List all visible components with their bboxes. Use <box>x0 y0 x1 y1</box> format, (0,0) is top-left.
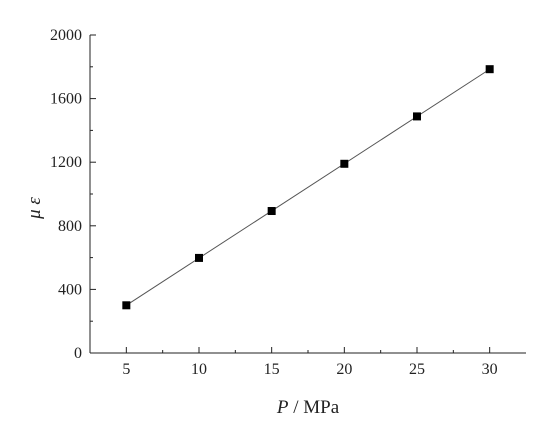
x-tick-label: 10 <box>191 361 207 378</box>
y-tick-label: 0 <box>74 345 82 362</box>
plot-area <box>122 65 494 310</box>
data-point <box>122 301 131 310</box>
y-axis-title: μ ε <box>24 197 45 220</box>
x-tick-label: 5 <box>122 361 130 378</box>
x-axis-variable: P <box>276 397 289 418</box>
x-tick-label: 15 <box>264 361 280 378</box>
y-tick-label: 1200 <box>50 154 82 171</box>
y-tick-label: 400 <box>58 281 82 298</box>
y-ticks: 0 400 800 1200 1600 2000 <box>50 27 96 362</box>
x-axis-unit: MPa <box>303 397 339 418</box>
x-tick-label: 25 <box>409 361 425 378</box>
data-point <box>485 65 494 74</box>
fit-line <box>126 68 490 306</box>
y-tick-label: 2000 <box>50 27 82 44</box>
data-point <box>195 253 203 262</box>
y-tick-label: 800 <box>58 218 82 235</box>
data-point <box>267 207 276 216</box>
x-tick-label: 20 <box>336 361 352 378</box>
y-tick-label: 1600 <box>50 91 82 108</box>
data-point <box>413 112 421 121</box>
x-axis-separator: / <box>288 397 303 418</box>
x-ticks: 5 10 15 20 25 30 <box>122 347 498 378</box>
axes <box>89 35 526 354</box>
data-point <box>340 159 349 168</box>
x-tick-label: 30 <box>482 361 498 378</box>
x-axis-title: P / MPa <box>276 397 340 418</box>
